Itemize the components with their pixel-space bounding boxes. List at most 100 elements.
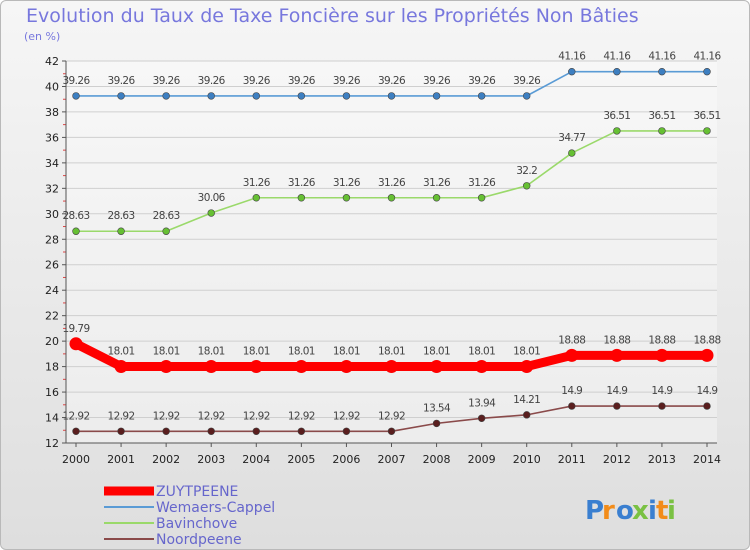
- data-label-wemaers-cappel: 39.26: [153, 75, 181, 87]
- data-point-wemaers-cappel: [162, 92, 170, 100]
- data-point-zuytpeene: [565, 348, 579, 362]
- data-point-bavinchove: [703, 127, 711, 135]
- x-tick-label: 2000: [62, 453, 90, 466]
- data-point-bavinchove: [523, 182, 531, 190]
- data-point-noordpeene: [523, 411, 531, 419]
- logo-letter: o: [616, 496, 634, 526]
- data-point-wemaers-cappel: [297, 92, 306, 100]
- logo-letter: r: [602, 496, 615, 526]
- y-tick-label: 34: [45, 157, 59, 170]
- y-tick-label: 42: [45, 55, 59, 68]
- legend-label-zuytpeene: ZUYTPEENE: [156, 484, 238, 500]
- x-tick-label: 2005: [287, 453, 315, 466]
- data-point-bavinchove: [658, 127, 666, 135]
- data-label-zuytpeene: 18.88: [648, 334, 675, 346]
- x-tick-label: 2012: [603, 453, 631, 466]
- data-label-noordpeene: 12.92: [153, 410, 180, 422]
- data-label-noordpeene: 13.94: [468, 397, 496, 409]
- data-label-bavinchove: 32.2: [516, 165, 537, 177]
- data-label-wemaers-cappel: 39.26: [378, 75, 406, 87]
- data-point-zuytpeene: [204, 359, 218, 373]
- data-point-noordpeene: [387, 427, 396, 435]
- chart-title: Evolution du Taux de Taxe Foncière sur l…: [26, 5, 639, 27]
- y-tick-label: 14: [45, 412, 59, 425]
- y-tick-label: 18: [45, 361, 59, 374]
- data-point-wemaers-cappel: [342, 92, 351, 100]
- data-point-wemaers-cappel: [477, 92, 486, 100]
- proxiti-logo: Pr ox i ti: [585, 496, 676, 526]
- data-label-noordpeene: 12.92: [198, 410, 225, 422]
- data-label-zuytpeene: 18.88: [693, 334, 720, 346]
- data-label-wemaers-cappel: 41.16: [693, 51, 721, 63]
- data-label-wemaers-cappel: 39.26: [62, 75, 90, 87]
- data-point-bavinchove: [387, 194, 396, 202]
- data-label-zuytpeene: 18.01: [198, 345, 225, 357]
- data-point-bavinchove: [342, 194, 351, 202]
- data-label-wemaers-cappel: 39.26: [243, 75, 271, 87]
- data-point-bavinchove: [297, 194, 306, 202]
- data-point-noordpeene: [72, 427, 80, 435]
- x-tick-label: 2003: [197, 453, 225, 466]
- data-label-zuytpeene: 18.88: [558, 334, 585, 346]
- legend-item-noordpeene: Noordpeene: [104, 532, 242, 548]
- data-label-zuytpeene: 18.01: [423, 345, 450, 357]
- data-label-noordpeene: 14.9: [561, 385, 582, 397]
- data-label-noordpeene: 12.92: [62, 410, 89, 422]
- data-point-zuytpeene: [475, 359, 489, 373]
- data-label-bavinchove: 36.51: [648, 110, 675, 122]
- data-point-zuytpeene: [294, 359, 308, 373]
- logo-letter: t: [656, 496, 668, 526]
- data-label-wemaers-cappel: 39.26: [513, 75, 541, 87]
- y-axis-unit: (en %): [24, 30, 61, 43]
- data-label-noordpeene: 12.92: [288, 410, 315, 422]
- data-label-noordpeene: 12.92: [243, 410, 270, 422]
- data-label-zuytpeene: 18.01: [513, 345, 540, 357]
- data-label-zuytpeene: 18.01: [153, 345, 180, 357]
- y-tick-label: 32: [45, 182, 59, 195]
- data-point-zuytpeene: [385, 359, 398, 373]
- data-label-wemaers-cappel: 39.26: [333, 75, 361, 87]
- data-label-noordpeene: 14.9: [606, 385, 627, 397]
- data-label-bavinchove: 31.26: [423, 177, 451, 189]
- y-tick-label: 20: [45, 335, 59, 348]
- data-label-bavinchove: 28.63: [62, 210, 89, 222]
- data-label-noordpeene: 14.9: [651, 385, 672, 397]
- data-label-bavinchove: 34.77: [558, 132, 585, 144]
- data-point-noordpeene: [252, 427, 260, 435]
- data-label-bavinchove: 30.06: [198, 192, 226, 204]
- y-tick-label: 24: [45, 284, 59, 297]
- legend-label-noordpeene: Noordpeene: [156, 532, 242, 548]
- data-label-zuytpeene: 18.88: [603, 334, 630, 346]
- x-tick-label: 2014: [693, 453, 721, 466]
- data-label-zuytpeene: 19.79: [62, 323, 89, 335]
- data-label-wemaers-cappel: 39.26: [108, 75, 136, 87]
- data-point-zuytpeene: [610, 348, 624, 362]
- data-point-wemaers-cappel: [658, 67, 666, 76]
- x-tick-label: 2007: [378, 453, 406, 466]
- data-point-noordpeene: [568, 402, 576, 410]
- x-tick-label: 2011: [558, 453, 586, 466]
- data-point-bavinchove: [613, 127, 621, 135]
- data-point-noordpeene: [342, 427, 351, 435]
- data-label-bavinchove: 31.26: [333, 177, 361, 189]
- y-tick-label: 38: [45, 106, 59, 119]
- x-tick-label: 2006: [332, 453, 360, 466]
- data-point-noordpeene: [658, 402, 666, 410]
- data-point-wemaers-cappel: [387, 92, 396, 100]
- x-tick-label: 2008: [423, 453, 451, 466]
- legend-item-bavinchove: Bavinchove: [104, 516, 237, 532]
- legend-label-bavinchove: Bavinchove: [156, 516, 237, 532]
- x-tick-label: 2001: [107, 453, 135, 466]
- data-label-bavinchove: 28.63: [108, 210, 135, 222]
- data-point-noordpeene: [117, 427, 125, 435]
- data-point-bavinchove: [162, 227, 170, 235]
- data-point-zuytpeene: [430, 359, 444, 373]
- data-point-wemaers-cappel: [703, 67, 711, 76]
- data-point-noordpeene: [477, 414, 486, 422]
- data-point-zuytpeene: [339, 359, 353, 373]
- data-label-wemaers-cappel: 39.26: [198, 75, 226, 87]
- data-point-zuytpeene: [700, 348, 714, 362]
- y-tick-label: 12: [45, 437, 59, 450]
- data-label-noordpeene: 12.92: [108, 410, 135, 422]
- data-point-wemaers-cappel: [432, 92, 441, 100]
